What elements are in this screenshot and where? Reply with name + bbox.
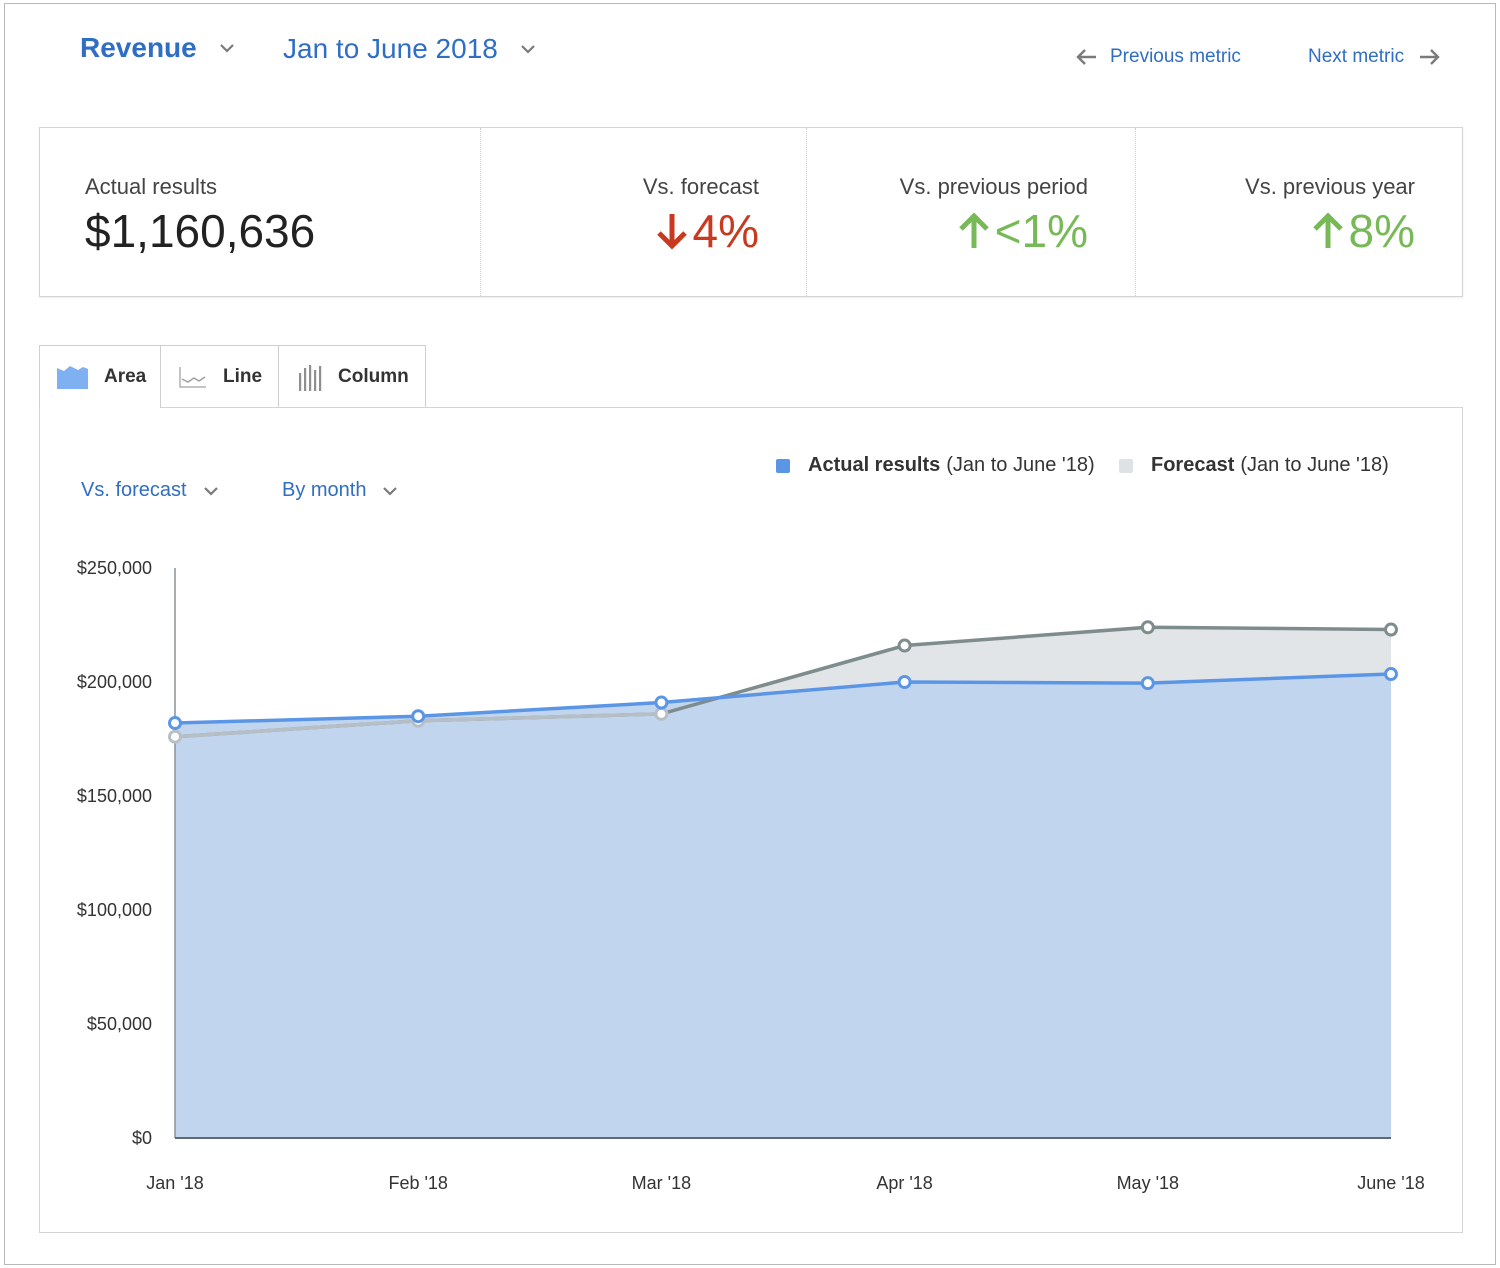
arrow-left-icon [1076, 49, 1096, 65]
legend-actual-suffix: (Jan to June '18) [946, 454, 1095, 476]
chart-panel: Vs. forecast By month Actual results (Ja… [39, 407, 1463, 1233]
tab-area[interactable]: Area [39, 345, 161, 408]
app-frame [4, 3, 1496, 1265]
previous-metric-label: Previous metric [1110, 46, 1241, 67]
chevron-down-icon [521, 45, 535, 54]
forecast-point [654, 706, 669, 721]
actual-results-label: Actual results [85, 174, 218, 199]
x-tick-label: Mar '18 [632, 1173, 691, 1193]
y-tick-label: $150,000 [77, 786, 152, 806]
vs-forecast-value: 4% [655, 204, 759, 258]
actual-point [1140, 676, 1155, 691]
legend-forecast-name: Forecast [1151, 454, 1235, 476]
vs-previous-period-percent: <1% [994, 205, 1088, 257]
chevron-down-icon [203, 486, 218, 496]
forecast-point [1140, 620, 1155, 635]
period-selector[interactable]: Jan to June 2018 [283, 33, 536, 65]
legend-swatch-actual [776, 458, 790, 473]
previous-metric-link[interactable]: Previous metric [1076, 46, 1241, 68]
arrow-up-icon [1312, 212, 1343, 248]
forecast-point [1384, 622, 1398, 637]
x-tick-label: Apr '18 [876, 1173, 932, 1193]
compare-dropdown[interactable]: Vs. forecast [81, 479, 219, 502]
actual-point [1384, 667, 1398, 682]
metric-selector[interactable]: Revenue [80, 32, 235, 64]
forecast-point [897, 638, 912, 653]
actual-point [168, 716, 182, 731]
arrow-down-icon [656, 214, 687, 250]
legend-actual-name: Actual results [808, 454, 941, 476]
x-tick-label: May '18 [1117, 1173, 1179, 1193]
chevron-down-icon [219, 44, 234, 53]
vs-previous-year-value: 8% [1311, 204, 1415, 258]
summary-vs-previous-year: Vs. previous year 8% [1135, 128, 1463, 296]
next-metric-link[interactable]: Next metric [1308, 46, 1440, 68]
actual-point [897, 675, 912, 689]
y-tick-label: $100,000 [77, 900, 152, 920]
chevron-down-icon [383, 486, 398, 496]
group-by-dropdown-label: By month [282, 479, 367, 501]
actual-area [175, 674, 1391, 1138]
vs-previous-year-percent: 8% [1348, 205, 1415, 257]
arrow-up-icon [958, 212, 989, 248]
forecast-point [168, 729, 182, 744]
summary-actual: Actual results $1,160,636 [40, 128, 480, 296]
legend-forecast-suffix: (Jan to June '18) [1240, 454, 1389, 476]
tab-line-label: Line [223, 365, 263, 387]
y-tick-label: $200,000 [77, 672, 152, 692]
tab-area-label: Area [104, 366, 147, 387]
area-chart-icon [57, 366, 88, 389]
period-label: Jan to June 2018 [283, 33, 498, 64]
y-tick-label: $250,000 [77, 558, 152, 578]
vs-forecast-percent: 4% [692, 205, 759, 257]
arrow-right-icon [1420, 49, 1440, 65]
vs-previous-year-label: Vs. previous year [1245, 174, 1415, 199]
tab-column-label: Column [338, 365, 409, 387]
legend-item-actual[interactable]: Actual results (Jan to June '18) [776, 454, 1095, 477]
y-tick-label: $0 [132, 1128, 152, 1148]
line-chart-icon [179, 366, 206, 388]
vs-forecast-label: Vs. forecast [642, 174, 759, 199]
legend-item-forecast[interactable]: Forecast (Jan to June '18) [1119, 454, 1389, 477]
compare-dropdown-label: Vs. forecast [81, 479, 187, 501]
tab-line[interactable]: Line [161, 345, 279, 407]
summary-vs-previous-period: Vs. previous period <1% [806, 128, 1136, 296]
legend-swatch-forecast [1119, 458, 1133, 473]
tab-column[interactable]: Column [279, 345, 426, 407]
column-chart-icon [299, 364, 322, 391]
summary-vs-forecast: Vs. forecast 4% [480, 128, 807, 296]
next-metric-label: Next metric [1308, 46, 1405, 67]
vs-previous-period-value: <1% [957, 204, 1088, 258]
x-tick-label: June '18 [1357, 1173, 1425, 1193]
x-tick-label: Jan '18 [146, 1173, 203, 1193]
actual-point [411, 709, 426, 724]
vs-previous-period-label: Vs. previous period [899, 174, 1088, 199]
x-tick-label: Feb '18 [388, 1173, 447, 1193]
y-tick-label: $50,000 [87, 1014, 152, 1034]
summary-panel: Actual results $1,160,636 Vs. forecast 4… [39, 127, 1463, 297]
area-chart: $0 $50,000 $100,000 $150,000 $200,000 $250,00… [77, 558, 1425, 1193]
actual-point [654, 695, 669, 710]
chart-type-tabs: Area Line Column [39, 345, 426, 408]
actual-line [174, 672, 1392, 725]
group-by-dropdown[interactable]: By month [282, 479, 398, 502]
actual-results-value: $1,160,636 [85, 205, 316, 257]
metric-title: Revenue [80, 32, 197, 63]
